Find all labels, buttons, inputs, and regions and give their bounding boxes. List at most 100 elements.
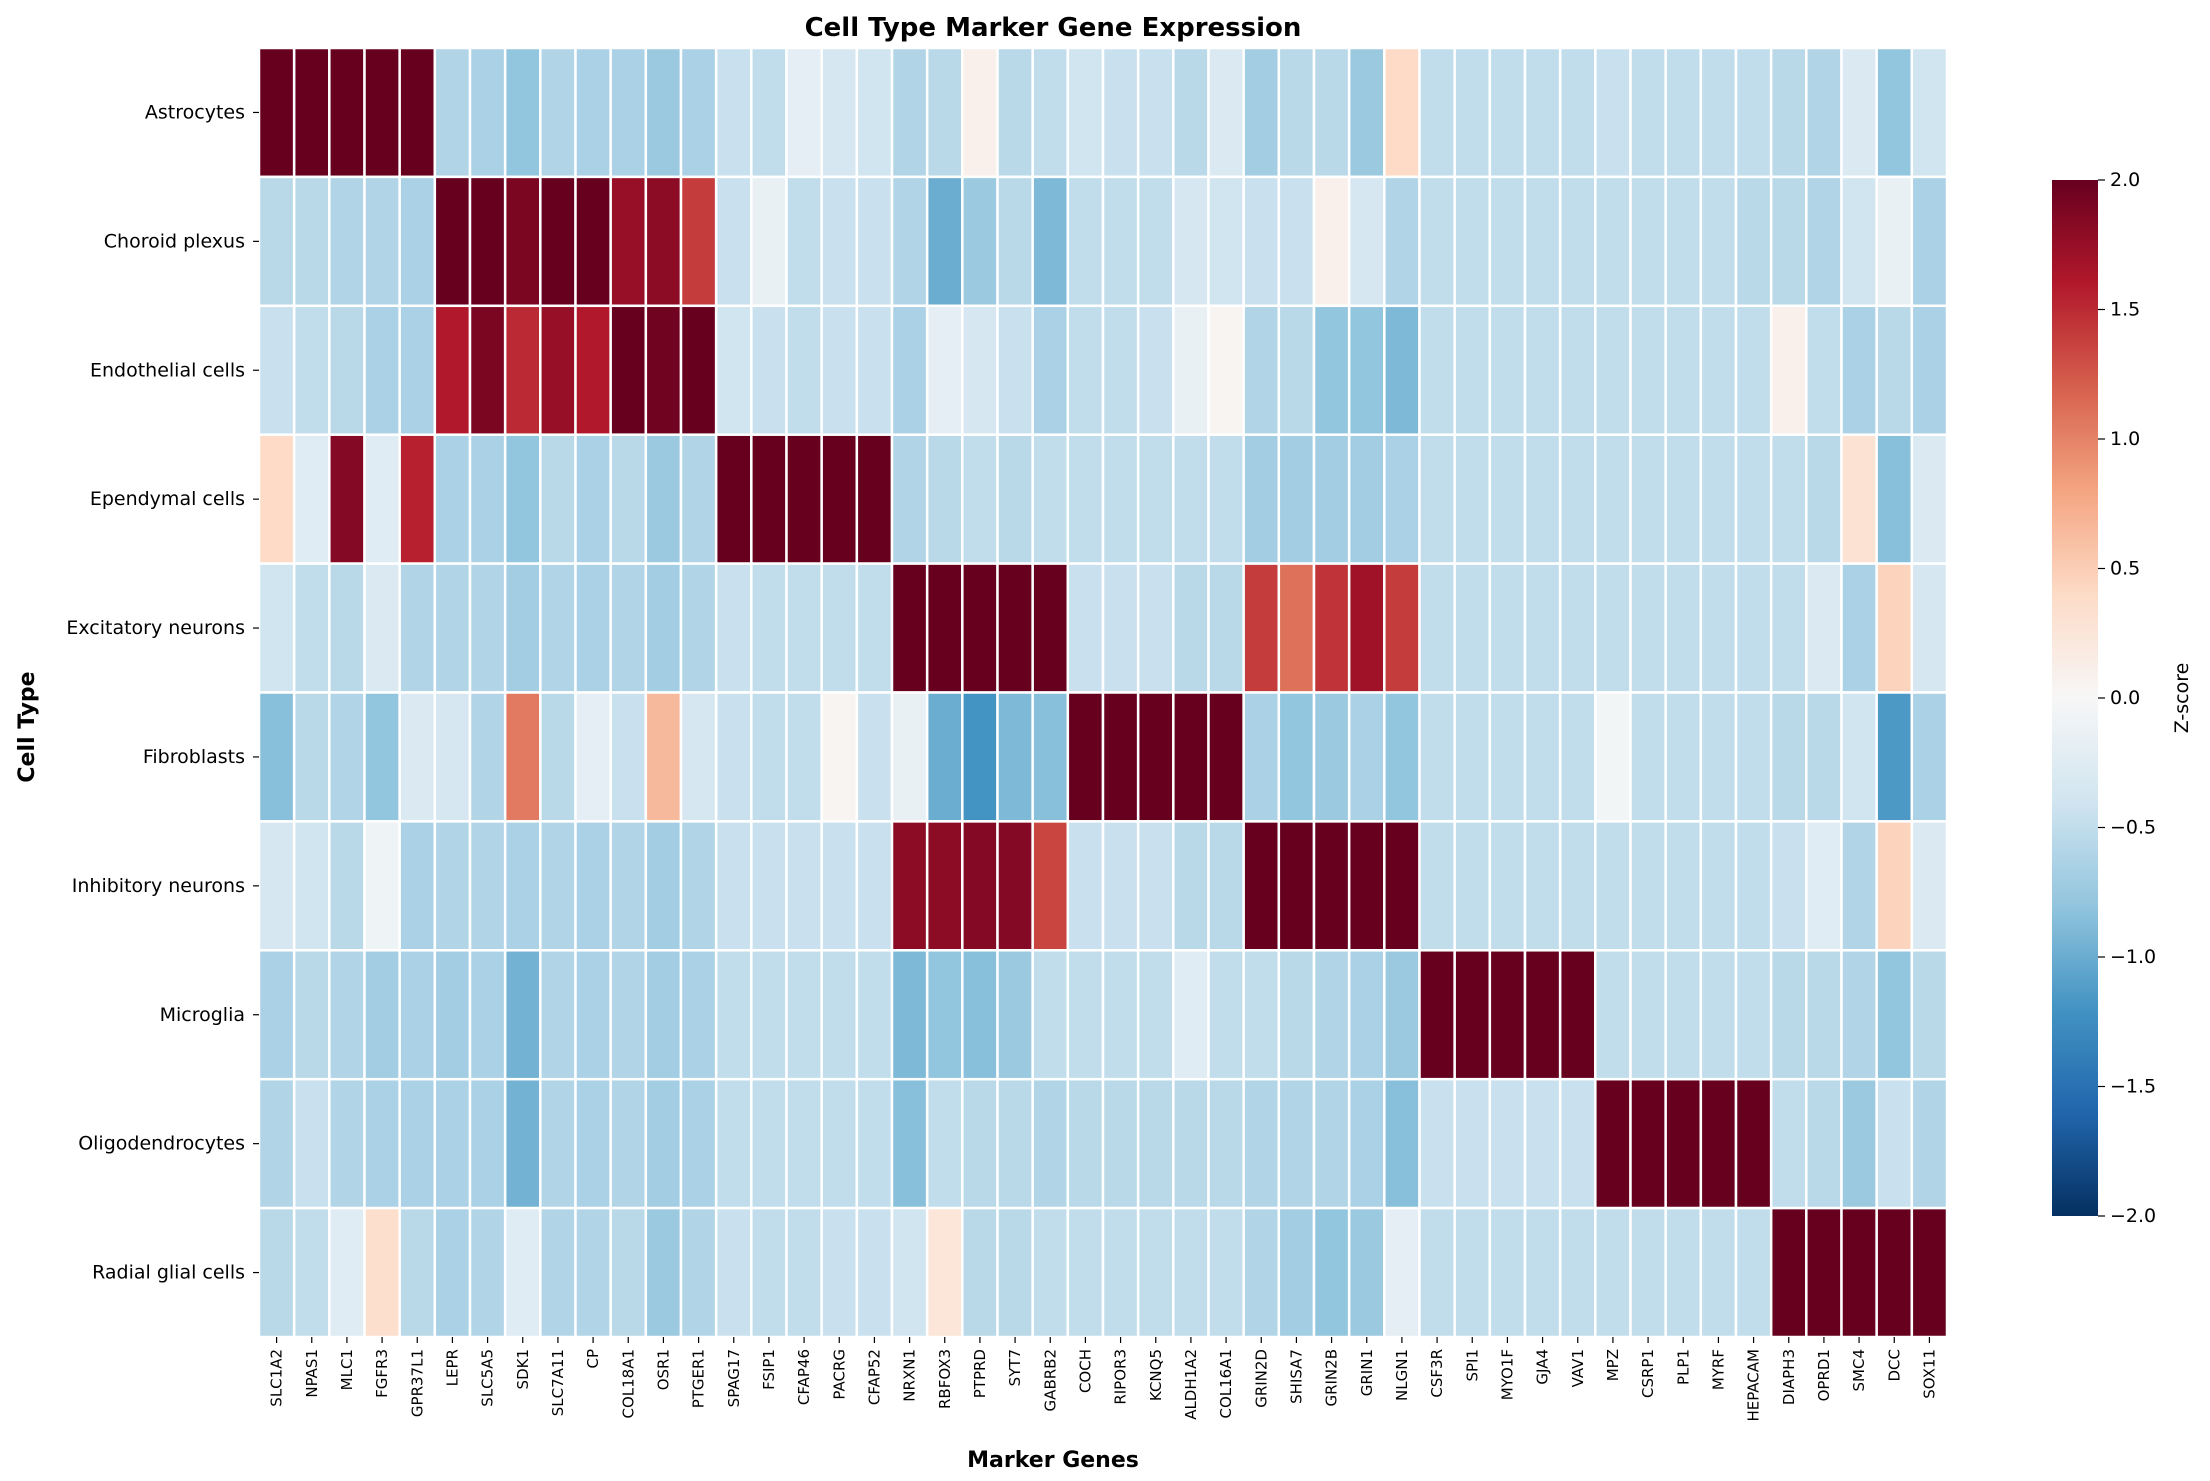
heatmap-cell: [1840, 304, 1878, 436]
heatmap-cell: [1558, 304, 1597, 436]
heatmap-cell: [1523, 1077, 1562, 1210]
heatmap-cell: [750, 304, 788, 436]
heatmap-cell: [1242, 433, 1281, 565]
heatmap-cell: [714, 433, 753, 565]
heatmap-cell: [503, 1077, 542, 1210]
heatmap-cell: [1488, 1077, 1527, 1210]
heatmap-cell: [1805, 820, 1843, 952]
heatmap-cell: [1383, 691, 1421, 823]
heatmap-cell: [820, 820, 859, 952]
heatmap-cell: [257, 433, 296, 565]
heatmap-cell: [574, 1077, 612, 1210]
heatmap-cell: [433, 1206, 472, 1339]
heatmap-cell: [1558, 562, 1597, 694]
heatmap-cell: [1910, 175, 1949, 308]
heatmap-cell: [1136, 46, 1175, 179]
row-label: Radial glial cells: [92, 1262, 245, 1284]
heatmap-cell: [1699, 304, 1738, 436]
heatmap-cell: [1207, 46, 1245, 179]
heatmap-cell: [574, 1206, 612, 1339]
heatmap-cell: [609, 46, 648, 179]
heatmap-cell: [1910, 1206, 1949, 1339]
heatmap-cell: [1031, 304, 1070, 436]
heatmap-cell: [1207, 304, 1245, 436]
heatmap-cell: [644, 1077, 683, 1210]
heatmap-cell: [1277, 1077, 1316, 1210]
heatmap-cell: [398, 820, 437, 952]
heatmap-cell: [292, 820, 331, 952]
heatmap-cell: [1840, 433, 1878, 565]
heatmap-cell: [1101, 562, 1140, 694]
heatmap-cell: [1629, 562, 1667, 694]
heatmap-cell: [574, 433, 612, 565]
heatmap-cell: [292, 433, 331, 565]
heatmap-cell: [609, 691, 648, 823]
column-label: CFAP46: [795, 1349, 813, 1405]
heatmap-cell: [1910, 46, 1949, 179]
heatmap-cell: [925, 820, 964, 952]
heatmap-cell: [644, 562, 683, 694]
heatmap-cell: [890, 304, 929, 436]
heatmap-cell: [1066, 820, 1105, 952]
column-label: DCC: [1885, 1349, 1903, 1382]
heatmap-cell: [1629, 175, 1667, 308]
column-label: MYRF: [1709, 1349, 1727, 1390]
heatmap-cell: [785, 562, 823, 694]
heatmap-cell: [609, 1206, 648, 1339]
heatmap-cell: [925, 433, 964, 565]
column-label: SPI1: [1463, 1349, 1481, 1382]
heatmap-cell: [961, 691, 999, 823]
heatmap-cell: [820, 1077, 859, 1210]
heatmap-cell: [292, 1206, 331, 1339]
heatmap-cell: [890, 820, 929, 952]
heatmap-cell: [398, 304, 437, 436]
heatmap-cell: [1594, 1206, 1632, 1339]
heatmap-cell: [1207, 691, 1245, 823]
heatmap-cell: [1101, 175, 1140, 308]
heatmap-cell: [750, 1077, 788, 1210]
heatmap-cell: [1031, 949, 1070, 1081]
heatmap-cell: [961, 949, 999, 1081]
heatmap-cell: [1312, 562, 1351, 694]
heatmap-cell: [1488, 46, 1527, 179]
heatmap-cell: [1383, 562, 1421, 694]
heatmap-cell: [1136, 949, 1175, 1081]
heatmap-cell: [1136, 304, 1175, 436]
heatmap-cell: [1488, 1206, 1527, 1339]
heatmap-cell: [398, 46, 437, 179]
heatmap-cell: [644, 304, 683, 436]
heatmap-cell: [609, 175, 648, 308]
heatmap-cell: [433, 949, 472, 1081]
heatmap-cell: [1734, 433, 1773, 565]
heatmap-cell: [1594, 304, 1632, 436]
heatmap-cell: [1453, 562, 1492, 694]
heatmap-cell: [1523, 562, 1562, 694]
heatmap-cell: [890, 562, 929, 694]
heatmap-cell: [1066, 691, 1105, 823]
heatmap-cell: [785, 949, 823, 1081]
heatmap-cell: [1840, 691, 1878, 823]
heatmap-cell: [1453, 304, 1492, 436]
heatmap-cell: [292, 562, 331, 694]
heatmap-cell: [890, 691, 929, 823]
heatmap-cell: [1875, 691, 1914, 823]
heatmap-cell: [1277, 433, 1316, 565]
column-label: COL18A1: [619, 1349, 637, 1419]
heatmap-cell: [468, 1206, 507, 1339]
heatmap-cell: [1910, 949, 1949, 1081]
heatmap-cell: [503, 433, 542, 565]
heatmap-cell: [1699, 820, 1738, 952]
column-label: NRXN1: [901, 1349, 919, 1402]
heatmap-cell: [1664, 562, 1703, 694]
heatmap-cell: [1172, 562, 1210, 694]
heatmap-cell: [1101, 1206, 1140, 1339]
heatmap-cell: [1136, 691, 1175, 823]
heatmap-cell: [1383, 820, 1421, 952]
heatmap-cell: [1629, 1077, 1667, 1210]
heatmap-cell: [1242, 949, 1281, 1081]
heatmap-cell: [890, 949, 929, 1081]
heatmap-cell: [292, 175, 331, 308]
heatmap-cell: [398, 949, 437, 1081]
column-label: GABRB2: [1041, 1349, 1059, 1411]
heatmap-cell: [328, 46, 366, 179]
